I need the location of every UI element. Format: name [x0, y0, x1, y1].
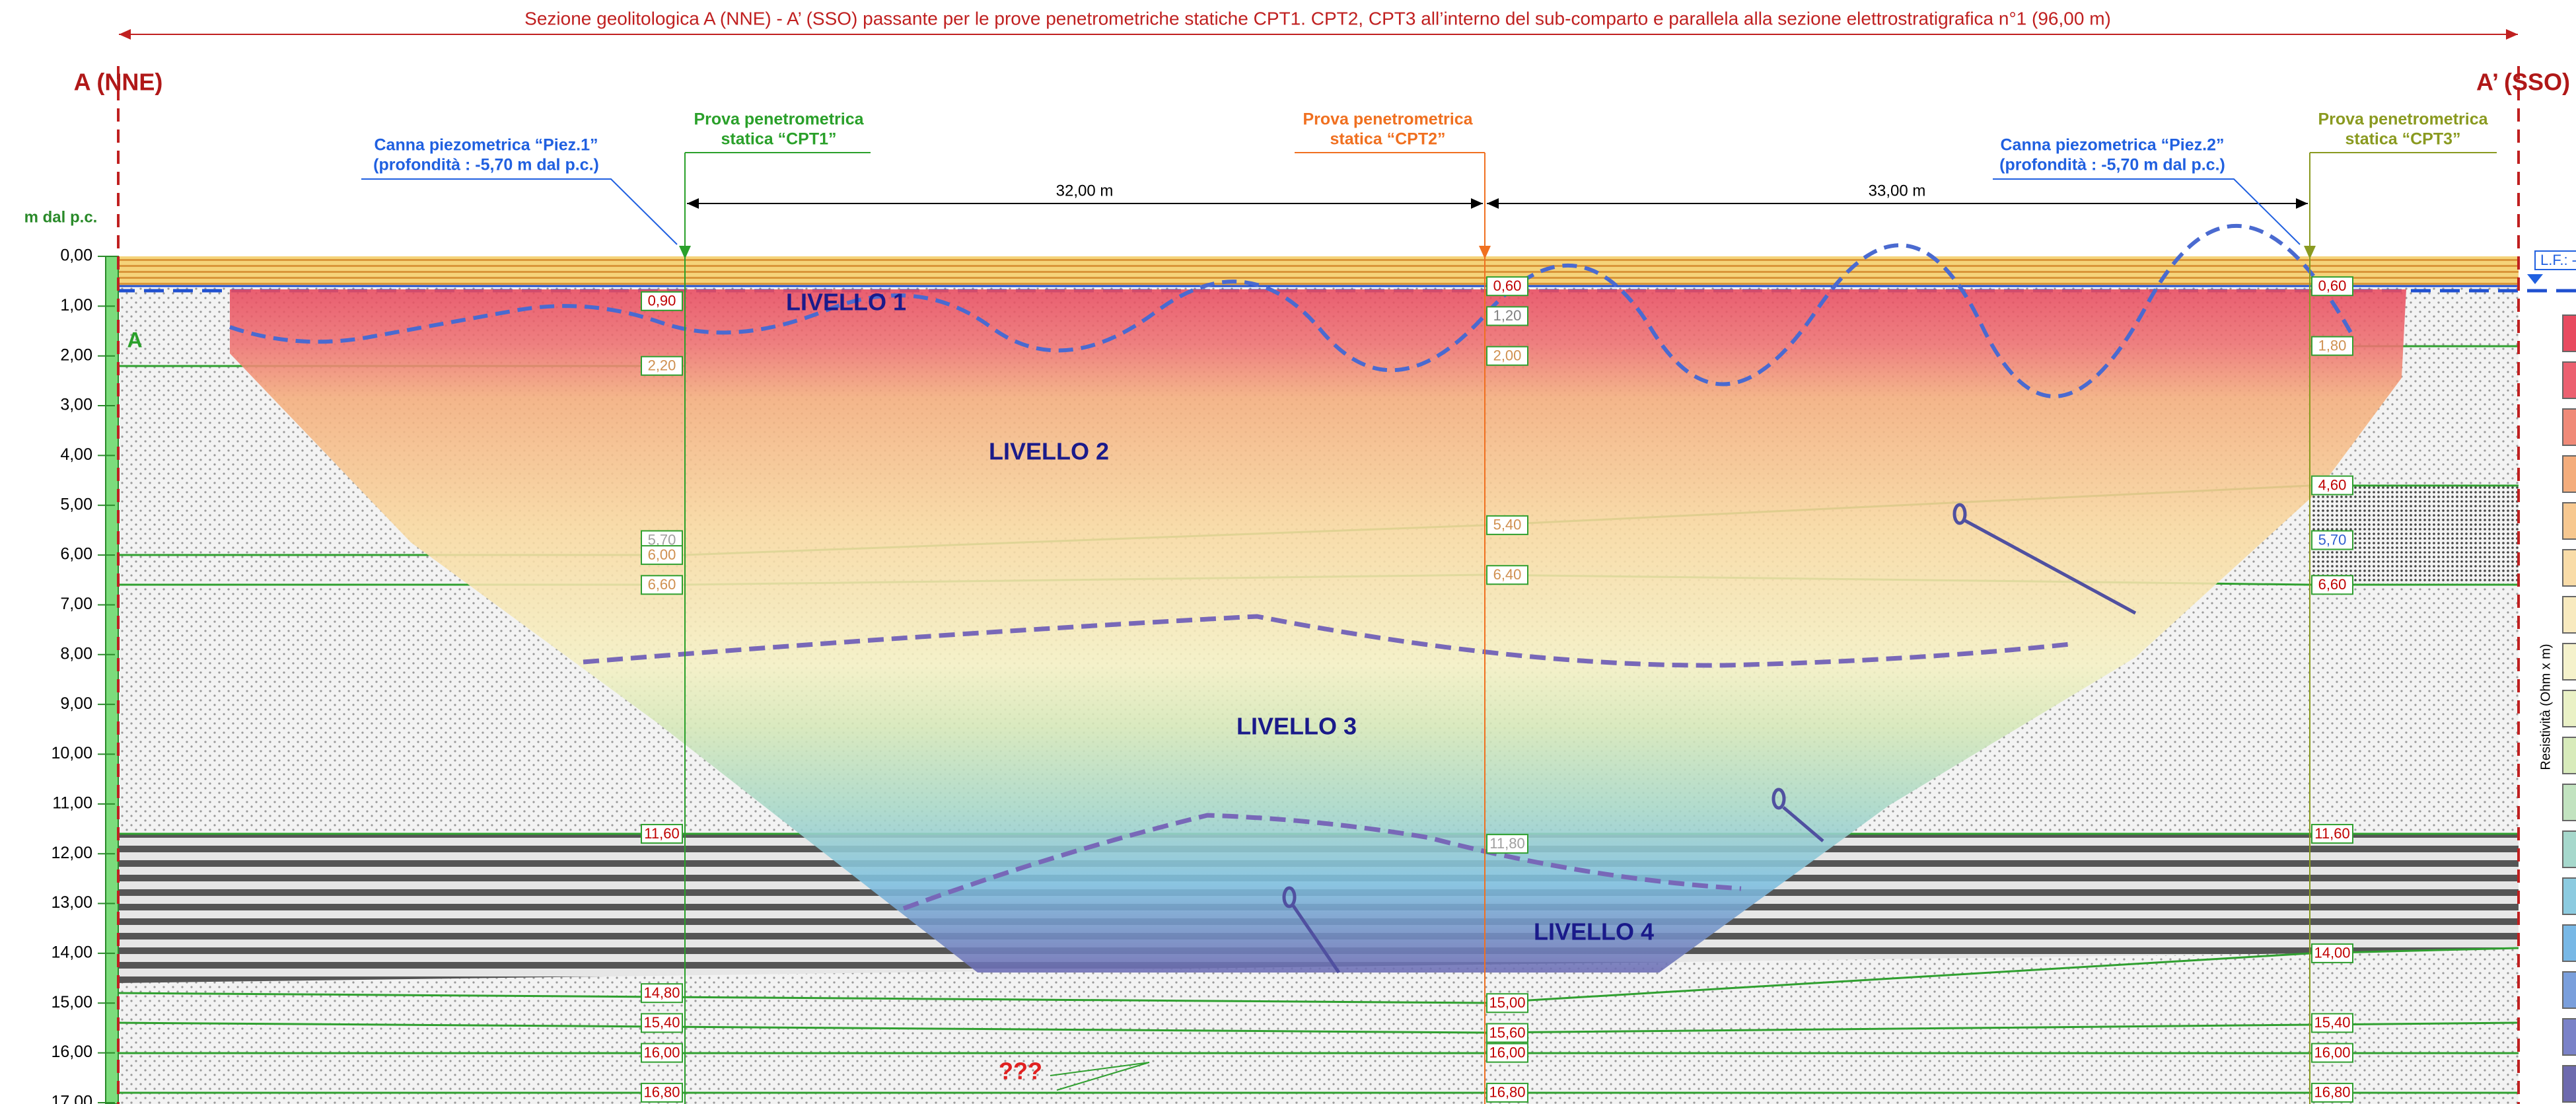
- page: 0,00 1,00 2,00 3,00 4,00 5,00 6,00 7,00 8,00 9,00…: [0, 0, 2576, 1104]
- legend-swatch: [2563, 315, 2576, 351]
- test-title: statica “CPT1”: [721, 130, 836, 149]
- depth-label: 16,00: [643, 1044, 680, 1060]
- depth-label: 2,20: [648, 357, 676, 374]
- test-title: statica “CPT2”: [1330, 130, 1445, 149]
- depth-label: 6,60: [648, 576, 676, 593]
- depth-label: 14,80: [643, 984, 680, 1001]
- depth-label: 14,00: [2314, 945, 2350, 961]
- level-label: LIVELLO 3: [1236, 713, 1357, 740]
- legend-swatch: [2563, 409, 2576, 445]
- legend-swatch: [2563, 690, 2576, 727]
- depth-label: 11,80: [1489, 835, 1524, 852]
- depth-label: 15,00: [1489, 994, 1525, 1011]
- legend-title: Resistività (Ohm x m): [2538, 644, 2553, 770]
- depth-label: 16,80: [643, 1084, 680, 1101]
- depth-tick-label: 6,00: [60, 545, 92, 564]
- depth-label: 15,40: [2314, 1014, 2350, 1031]
- depth-label: 16,80: [1489, 1084, 1525, 1101]
- depth-tick-label: 12,00: [51, 844, 92, 862]
- depth-label: 0,90: [648, 293, 676, 309]
- piezometer-leader: [361, 179, 677, 244]
- legend-swatch: [2563, 831, 2576, 867]
- end-right-label: A’ (SSO): [2476, 69, 2570, 96]
- depth-tick-label: 8,00: [60, 644, 92, 663]
- level-label: LIVELLO 4: [1534, 918, 1654, 945]
- depth-label: 2,00: [1493, 348, 1522, 364]
- legend-swatch: [2563, 925, 2576, 961]
- legend-swatch: [2563, 550, 2576, 586]
- depth-label: 11,60: [2314, 825, 2349, 842]
- unknown-label: ???: [999, 1058, 1042, 1085]
- depth-tick-label: 17,00: [51, 1093, 92, 1104]
- depth-label: 0,60: [2318, 277, 2347, 294]
- section-diagram: 0,00 1,00 2,00 3,00 4,00 5,00 6,00 7,00 8,00 9,00…: [0, 0, 2576, 1104]
- depth-label: 1,80: [2318, 337, 2347, 353]
- depth-tick-label: 11,00: [52, 793, 92, 812]
- end-left-label: A (NNE): [74, 69, 163, 96]
- legend-swatch: [2563, 597, 2576, 633]
- test-title: Prova penetrometrica: [2318, 110, 2488, 129]
- distance-label: 32,00 m: [1056, 182, 1114, 200]
- depth-label: 6,00: [648, 546, 676, 563]
- depth-bar: [106, 256, 118, 1104]
- water-table-symbol: [2527, 274, 2543, 284]
- depth-tick-label: 0,00: [60, 246, 92, 265]
- test-title: Prova penetrometrica: [694, 110, 864, 129]
- legend-swatch: [2563, 972, 2576, 1008]
- depth-label: 0,60: [1493, 277, 1522, 294]
- depth-tick-label: 15,00: [51, 993, 92, 1012]
- depth-label: 15,40: [643, 1014, 680, 1031]
- depth-label: 16,00: [1489, 1044, 1525, 1060]
- depth-tick-label: 13,00: [51, 893, 92, 912]
- depth-tick-label: 7,00: [60, 595, 92, 613]
- depth-label: 5,40: [1493, 517, 1522, 533]
- depth-label: 15,60: [1489, 1024, 1525, 1041]
- depth-tick-label: 9,00: [60, 694, 92, 713]
- depth-label: 11,60: [644, 825, 679, 842]
- section-title: Sezione geolitologica A (NNE) - A’ (SSO)…: [524, 8, 2111, 28]
- piezometer-leader: [1993, 179, 2300, 244]
- depth-label: 5,70: [2318, 531, 2347, 548]
- depth-tick-label: 3,00: [60, 396, 92, 414]
- legend-swatch: [2563, 362, 2576, 398]
- depth-label: 6,60: [2318, 576, 2347, 593]
- depth-label: 16,80: [2314, 1084, 2350, 1101]
- depth-label: 6,40: [1493, 566, 1522, 583]
- unit-label: A: [127, 328, 142, 351]
- piezometer-label: Canna piezometrica “Piez.1”: [374, 136, 598, 155]
- water-table-label: L.F.: -: [2540, 252, 2576, 268]
- legend-swatch: [2563, 1066, 2576, 1102]
- level-label: LIVELLO 1: [786, 289, 906, 316]
- legend-swatch: [2563, 1019, 2576, 1055]
- legend-swatch: [2563, 878, 2576, 914]
- test-title: statica “CPT3”: [2345, 130, 2460, 149]
- piezometer-label: Canna piezometrica “Piez.2”: [2000, 136, 2224, 155]
- depth-axis-title: m dal p.c.: [24, 208, 98, 226]
- piezometer-label: (profondità : -5,70 m dal p.c.): [373, 156, 599, 174]
- legend-swatch: [2563, 456, 2576, 492]
- depth-tick-label: 14,00: [51, 943, 92, 962]
- depth-label: 1,20: [1493, 307, 1522, 324]
- depth-tick-label: 5,00: [60, 495, 92, 513]
- legend-swatch: [2563, 737, 2576, 774]
- depth-tick-label: 2,00: [60, 346, 92, 364]
- test-title: Prova penetrometrica: [1303, 110, 1473, 129]
- depth-label: 16,00: [2314, 1044, 2350, 1060]
- legend-swatch: [2563, 503, 2576, 539]
- topsoil: [115, 256, 2519, 286]
- legend-swatch: [2563, 644, 2576, 680]
- depth-tick-label: 1,00: [60, 296, 92, 314]
- legend-swatch: [2563, 784, 2576, 821]
- distance-label: 33,00 m: [1869, 182, 1926, 200]
- depth-tick-label: 10,00: [51, 744, 92, 762]
- piezometer-label: (profondità : -5,70 m dal p.c.): [1999, 156, 2225, 174]
- level-label: LIVELLO 2: [989, 438, 1109, 465]
- depth-tick-label: 16,00: [51, 1043, 92, 1061]
- depth-label: 4,60: [2318, 476, 2347, 493]
- depth-tick-label: 4,00: [60, 445, 92, 464]
